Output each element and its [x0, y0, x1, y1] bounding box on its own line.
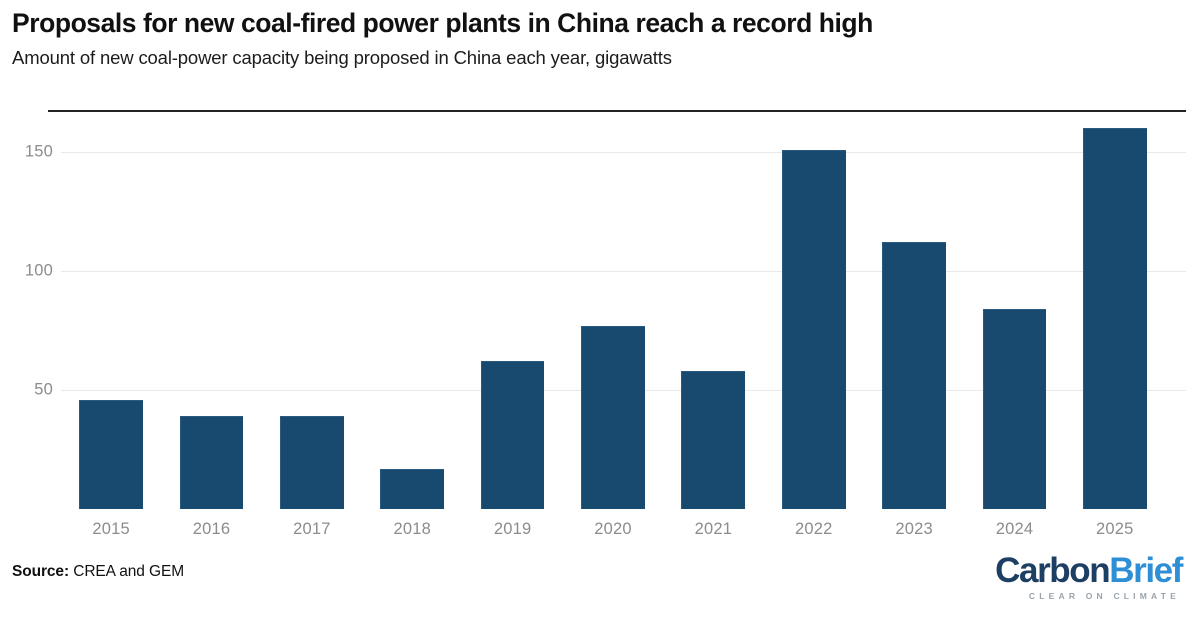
bar-2018[interactable] — [380, 468, 445, 509]
bar-2023[interactable] — [882, 242, 946, 509]
x-tick-label-2022: 2022 — [794, 520, 833, 538]
y-tick-label: 100 — [24, 261, 53, 280]
x-tick-label-2023: 2023 — [895, 520, 933, 538]
bar-2020[interactable] — [581, 325, 645, 509]
bar-2024[interactable] — [982, 309, 1047, 509]
logo-wordmark: CarbonBrief — [995, 551, 1183, 590]
x-tick-label-2015: 2015 — [92, 520, 130, 538]
chart-subtitle: Amount of new coal-power capacity being … — [12, 47, 672, 69]
bar-series — [0, 110, 1200, 512]
bar-2019[interactable] — [480, 361, 545, 509]
bar-2015[interactable] — [79, 399, 144, 509]
x-tick-label-2024: 2024 — [995, 520, 1034, 538]
x-tick-label-2016: 2016 — [192, 520, 231, 538]
y-tick-label: 150 — [24, 142, 53, 161]
gridline-100 — [61, 271, 1186, 272]
logo-tagline: CLEAR ON CLIMATE — [1028, 591, 1180, 601]
plot-area: 50 100 150 — [0, 110, 1200, 512]
x-tick-label-2019: 2019 — [493, 520, 532, 538]
source-label: Source: — [12, 563, 70, 580]
x-tick-label-2021: 2021 — [694, 520, 733, 538]
axis-layer — [0, 110, 1200, 512]
bar-2016[interactable] — [179, 416, 244, 509]
x-tick-label-2018: 2018 — [393, 520, 432, 538]
y-tick-label: 50 — [34, 380, 53, 399]
chart-header: Proposals for new coal-fired power plant… — [12, 8, 1188, 69]
page-title: Proposals for new coal-fired power plant… — [12, 8, 873, 38]
bar-2017[interactable] — [280, 416, 344, 509]
carbonbrief-logo[interactable]: CarbonBrief CLEAR ON CLIMATE — [995, 551, 1183, 601]
source-note: Source: CREA and GEM — [12, 563, 184, 581]
x-tick-label-2025: 2025 — [1096, 520, 1134, 538]
gridline-150 — [61, 152, 1186, 153]
logo-word-brief: Brief — [1109, 551, 1183, 590]
logo-word-carbon: Carbon — [995, 551, 1111, 590]
x-axis-line — [48, 110, 1186, 112]
bar-2021[interactable] — [681, 370, 746, 509]
x-axis-labels: 2015 2016 2017 2018 2019 2020 2021 2022 2023 2024… — [0, 512, 1200, 546]
bar-2025[interactable] — [1082, 128, 1147, 509]
bar-2022[interactable] — [781, 149, 846, 509]
x-tick-label-2017: 2017 — [293, 520, 331, 538]
chart-footer: Source: CREA and GEM CarbonBrief CLEAR O… — [0, 548, 1200, 628]
source-value: CREA and GEM — [73, 563, 185, 580]
x-tick-label-2020: 2020 — [594, 520, 632, 538]
